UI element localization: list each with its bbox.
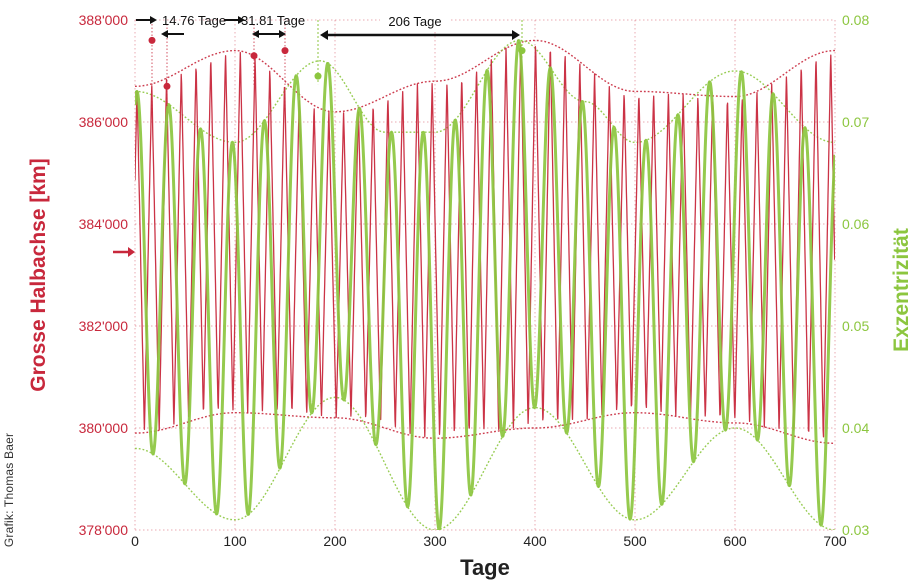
x-tick-label: 0: [131, 533, 139, 549]
y-axis-left-ticks: 378'000 380'000 382'000 384'000 386'000 388'0…: [79, 12, 129, 538]
series-1-line: [135, 39, 835, 530]
period-markers: [148, 20, 526, 114]
annotation-31-81: 31.81 Tage: [224, 13, 305, 38]
y-tick-label-left: 378'000: [79, 522, 129, 538]
annotation-label-31-81: 31.81 Tage: [241, 13, 305, 28]
x-axis-ticks: 0 100 200 300 400 500 600 700: [131, 533, 847, 549]
period-marker-dot: [163, 82, 171, 90]
y-tick-label-right: 0.08: [842, 12, 869, 28]
reference-arrow: [113, 247, 135, 257]
period-marker-dot: [281, 47, 289, 55]
x-tick-label: 600: [723, 533, 747, 549]
annotation-14-76: 14.76 Tage: [136, 13, 226, 38]
annotation-206: 206 Tage: [320, 13, 520, 40]
y-tick-label-left: 384'000: [79, 216, 129, 232]
y-tick-label-left: 380'000: [79, 420, 129, 436]
graphic-credit: Grafik: Thomas Baer: [2, 433, 16, 547]
series-layer: [135, 39, 835, 530]
x-tick-label: 500: [623, 533, 647, 549]
y-axis-right-label: Exzentrizität: [890, 228, 913, 352]
series-1-upper-envelope: [135, 39, 835, 144]
x-tick-label: 100: [223, 533, 247, 549]
y-axis-left-label: Grosse Halbachse [km]: [27, 158, 50, 391]
period-marker-dot: [250, 52, 258, 60]
y-tick-label-right: 0.07: [842, 114, 869, 130]
y-tick-label-right: 0.05: [842, 318, 869, 334]
y-axis-right-ticks: 0.03 0.04 0.05 0.06 0.07 0.08: [842, 12, 869, 538]
period-marker-dot: [148, 36, 156, 44]
y-tick-label-right: 0.06: [842, 216, 869, 232]
y-tick-label-left: 386'000: [79, 114, 129, 130]
period-marker-dot: [314, 72, 322, 80]
y-tick-label-left: 382'000: [79, 318, 129, 334]
period-marker-dot: [518, 47, 526, 55]
y-tick-label-right: 0.04: [842, 420, 869, 436]
x-axis-label: Tage: [460, 555, 510, 580]
y-tick-label-left: 388'000: [79, 12, 129, 28]
series-0-line: [135, 44, 835, 438]
y-tick-label-right: 0.03: [842, 522, 869, 538]
annotation-label-14-76: 14.76 Tage: [162, 13, 226, 28]
series-1-lower-envelope: [135, 396, 835, 530]
envelopes: [135, 39, 835, 530]
x-tick-label: 700: [823, 533, 847, 549]
annotation-label-206: 206 Tage: [388, 14, 441, 29]
x-tick-label: 300: [423, 533, 447, 549]
x-tick-label: 200: [323, 533, 347, 549]
x-tick-label: 400: [523, 533, 547, 549]
series-0-upper-envelope: [135, 39, 835, 113]
series-0-lower-envelope: [135, 412, 835, 444]
